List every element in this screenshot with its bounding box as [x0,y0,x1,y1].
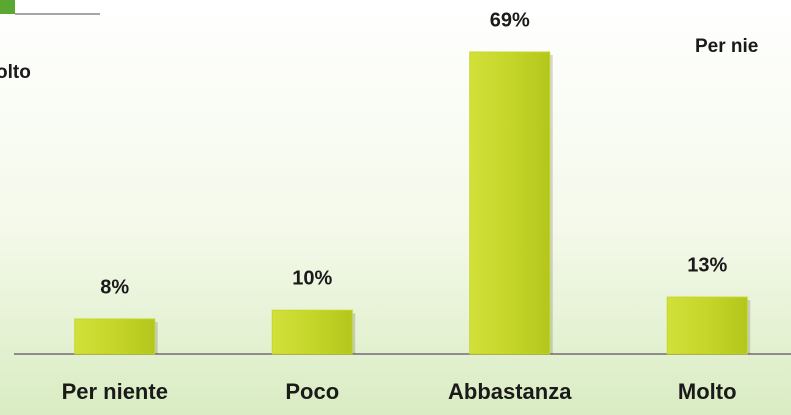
bar [74,318,156,355]
value-label: 8% [100,276,129,298]
value-label: 10% [292,268,332,290]
bar [666,296,748,355]
legend-fragment: olto [0,62,31,83]
bar [271,309,353,355]
x-tick-label: Abbastanza [448,379,572,404]
bar [469,51,551,355]
legend-swatch [0,0,15,14]
legend-fragment: Per nie [695,36,758,57]
x-tick-label: Per niente [62,379,168,404]
x-tick-label: Molto [678,379,737,404]
x-tick-label: Poco [285,379,339,404]
value-label: 69% [490,9,530,31]
value-label: 13% [687,254,727,276]
